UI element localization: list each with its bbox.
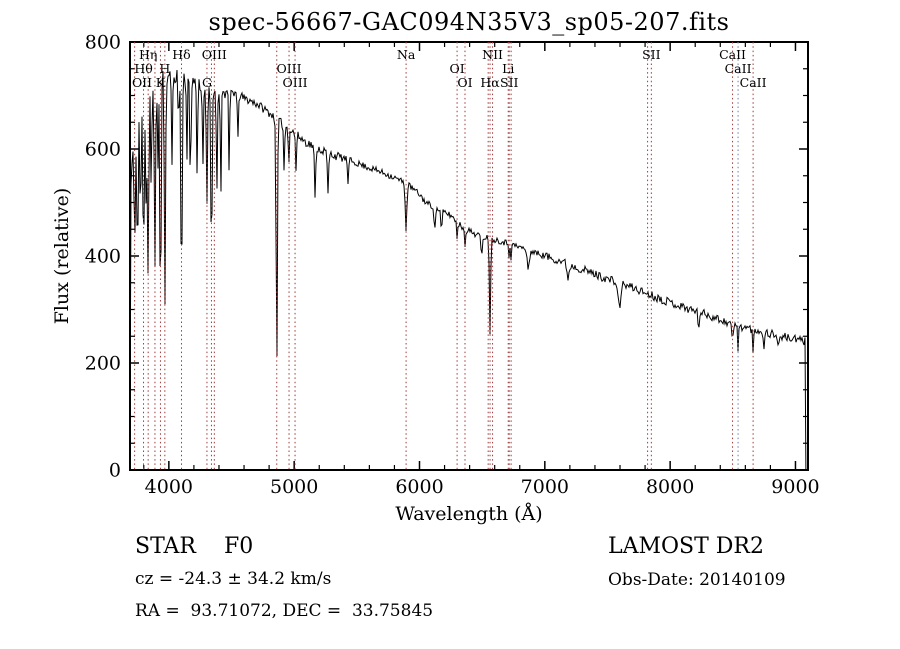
x-tick-label: 7000 bbox=[521, 476, 569, 498]
spectral-marker-label: OIII bbox=[202, 47, 227, 62]
x-tick-label: 8000 bbox=[646, 476, 694, 498]
spectral-marker-label: OIII bbox=[277, 61, 302, 76]
spectral-marker-label: Hδ bbox=[172, 47, 190, 62]
y-tick-label: 800 bbox=[85, 32, 121, 54]
y-tick-label: 200 bbox=[85, 353, 121, 375]
spectral-marker-label: SII bbox=[642, 47, 661, 62]
y-tick-label: 600 bbox=[85, 139, 121, 161]
x-tick-label: 5000 bbox=[270, 476, 318, 498]
spectral-marker-label: OI bbox=[457, 75, 472, 90]
y-tick-label: 400 bbox=[85, 246, 121, 268]
spectral-marker-label: K bbox=[156, 75, 166, 90]
spectral-marker-label: OII bbox=[132, 75, 152, 90]
spectral-marker-label: Hα bbox=[480, 75, 500, 90]
spectral-marker-label: Hθ bbox=[134, 61, 152, 76]
spectral-marker-label: H bbox=[159, 61, 170, 76]
spectral-marker-label: CaII bbox=[740, 75, 767, 90]
y-axis-label: Flux (relative) bbox=[51, 187, 73, 325]
chart-title: spec-56667-GAC094N35V3_sp05-207.fits bbox=[208, 8, 730, 36]
obs-date-label: Obs-Date: 20140109 bbox=[608, 570, 786, 590]
ra-dec-label: RA = 93.71072, DEC = 33.75845 bbox=[135, 601, 434, 621]
spectral-marker-label: Hη bbox=[139, 47, 157, 62]
x-tick-label: 9000 bbox=[771, 476, 819, 498]
spectral-marker-label: CaII bbox=[719, 47, 746, 62]
spectral-marker-label: Li bbox=[502, 61, 514, 76]
x-axis-label: Wavelength (Å) bbox=[395, 503, 543, 525]
y-tick-label: 0 bbox=[109, 460, 121, 482]
spectrum-path bbox=[129, 69, 807, 471]
spectral-marker-label: G bbox=[202, 75, 212, 90]
spectral-marker-label: NII bbox=[482, 47, 503, 62]
spectral-marker-label: CaII bbox=[725, 61, 752, 76]
plot-frame bbox=[129, 41, 809, 471]
spectral-marker-label: SII bbox=[500, 75, 519, 90]
x-tick-label: 4000 bbox=[145, 476, 193, 498]
radial-velocity-label: cz = -24.3 ± 34.2 km/s bbox=[135, 569, 332, 589]
spectral-marker-label: OI bbox=[450, 61, 465, 76]
survey-release-label: LAMOST DR2 bbox=[608, 534, 764, 559]
spectral-marker-label: Na bbox=[397, 47, 416, 62]
x-tick-label: 6000 bbox=[395, 476, 443, 498]
object-class-label: STAR F0 bbox=[135, 534, 254, 559]
spectral-marker-label: OIII bbox=[283, 75, 308, 90]
